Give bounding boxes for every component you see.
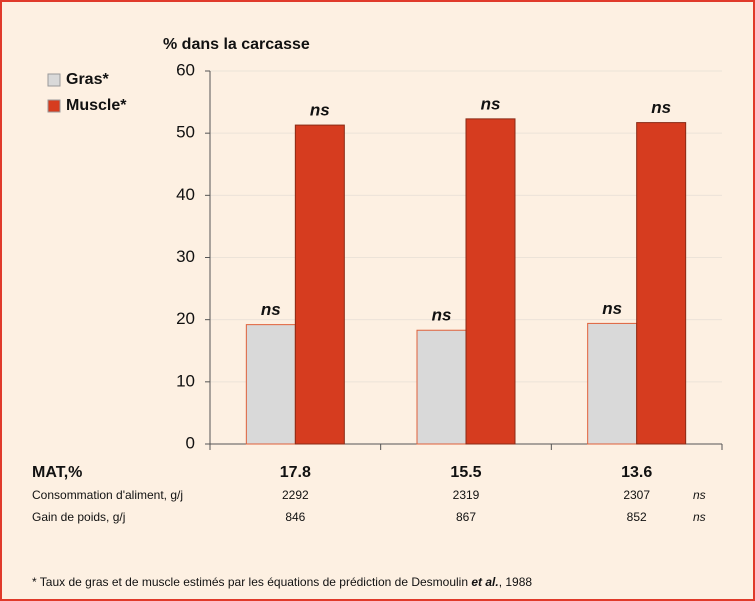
table-cell: 852: [627, 510, 647, 524]
row-label: Gain de poids, g/j: [32, 510, 125, 524]
legend-label: Gras*: [66, 71, 109, 88]
y-tick-label: 10: [176, 371, 195, 390]
table-cell: 867: [456, 510, 476, 524]
bar: [636, 122, 687, 445]
row-significance: ns: [693, 488, 706, 502]
y-tick-label: 60: [176, 60, 195, 79]
significance-label: ns: [261, 300, 281, 319]
significance-label: ns: [432, 306, 452, 325]
y-tick-label: 40: [176, 185, 195, 204]
table-cell: 2319: [453, 488, 480, 502]
legend-label: Muscle*: [66, 97, 127, 114]
legend-swatch: [47, 73, 61, 87]
table-cell: 2307: [623, 488, 650, 502]
chart-title: % dans la carcasse: [163, 36, 310, 53]
x-tick-label: 13.6: [621, 464, 652, 481]
y-tick-label: 50: [176, 123, 195, 142]
y-tick-label: 30: [176, 247, 195, 266]
y-tick-label: 0: [186, 433, 195, 452]
significance-label: ns: [602, 299, 622, 318]
significance-label: ns: [310, 101, 330, 120]
significance-label: ns: [481, 94, 501, 113]
bar: [587, 322, 638, 445]
table-header: MAT,%: [32, 464, 82, 481]
bar: [416, 329, 467, 445]
row-label: Consommation d'aliment, g/j: [32, 488, 183, 502]
footnote-text: , 1988: [499, 575, 533, 589]
footnote-italic: et al.: [471, 575, 498, 589]
significance-label: ns: [651, 98, 671, 117]
x-tick-label: 17.8: [280, 464, 311, 481]
bar: [294, 124, 345, 445]
x-tick-label: 15.5: [450, 464, 481, 481]
y-tick-label: 20: [176, 309, 195, 328]
bar: [465, 118, 516, 445]
bar: [245, 324, 296, 445]
row-significance: ns: [693, 510, 706, 524]
footnote: * Taux de gras et de muscle estimés par …: [32, 575, 532, 589]
table-cell: 846: [285, 510, 305, 524]
table-cell: 2292: [282, 488, 309, 502]
legend-swatch: [47, 99, 61, 113]
footnote-text: * Taux de gras et de muscle estimés par …: [32, 575, 471, 589]
